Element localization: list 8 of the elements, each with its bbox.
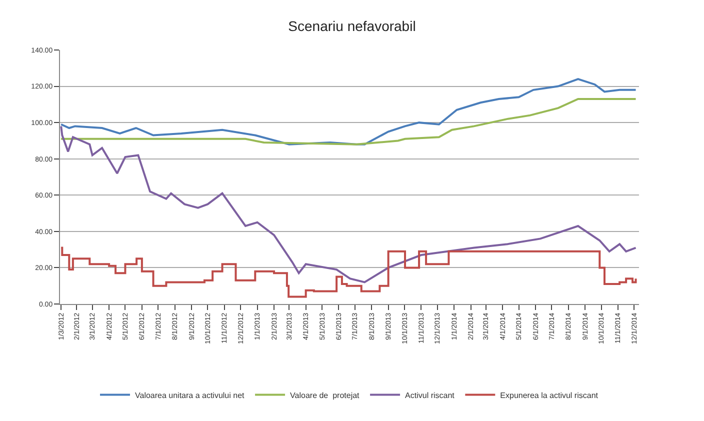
line-series [60, 78, 637, 146]
legend-label: Activul riscant [405, 390, 456, 400]
line-series [60, 98, 637, 146]
line-series [60, 125, 637, 284]
chart-title: Scenariu nefavorabil [288, 18, 416, 34]
legend-label: Expunerea la activul riscant [500, 390, 599, 400]
legend-label: Valoare de protejat [290, 390, 360, 400]
legend-label: Valoarea unitara a activului net [135, 390, 246, 400]
